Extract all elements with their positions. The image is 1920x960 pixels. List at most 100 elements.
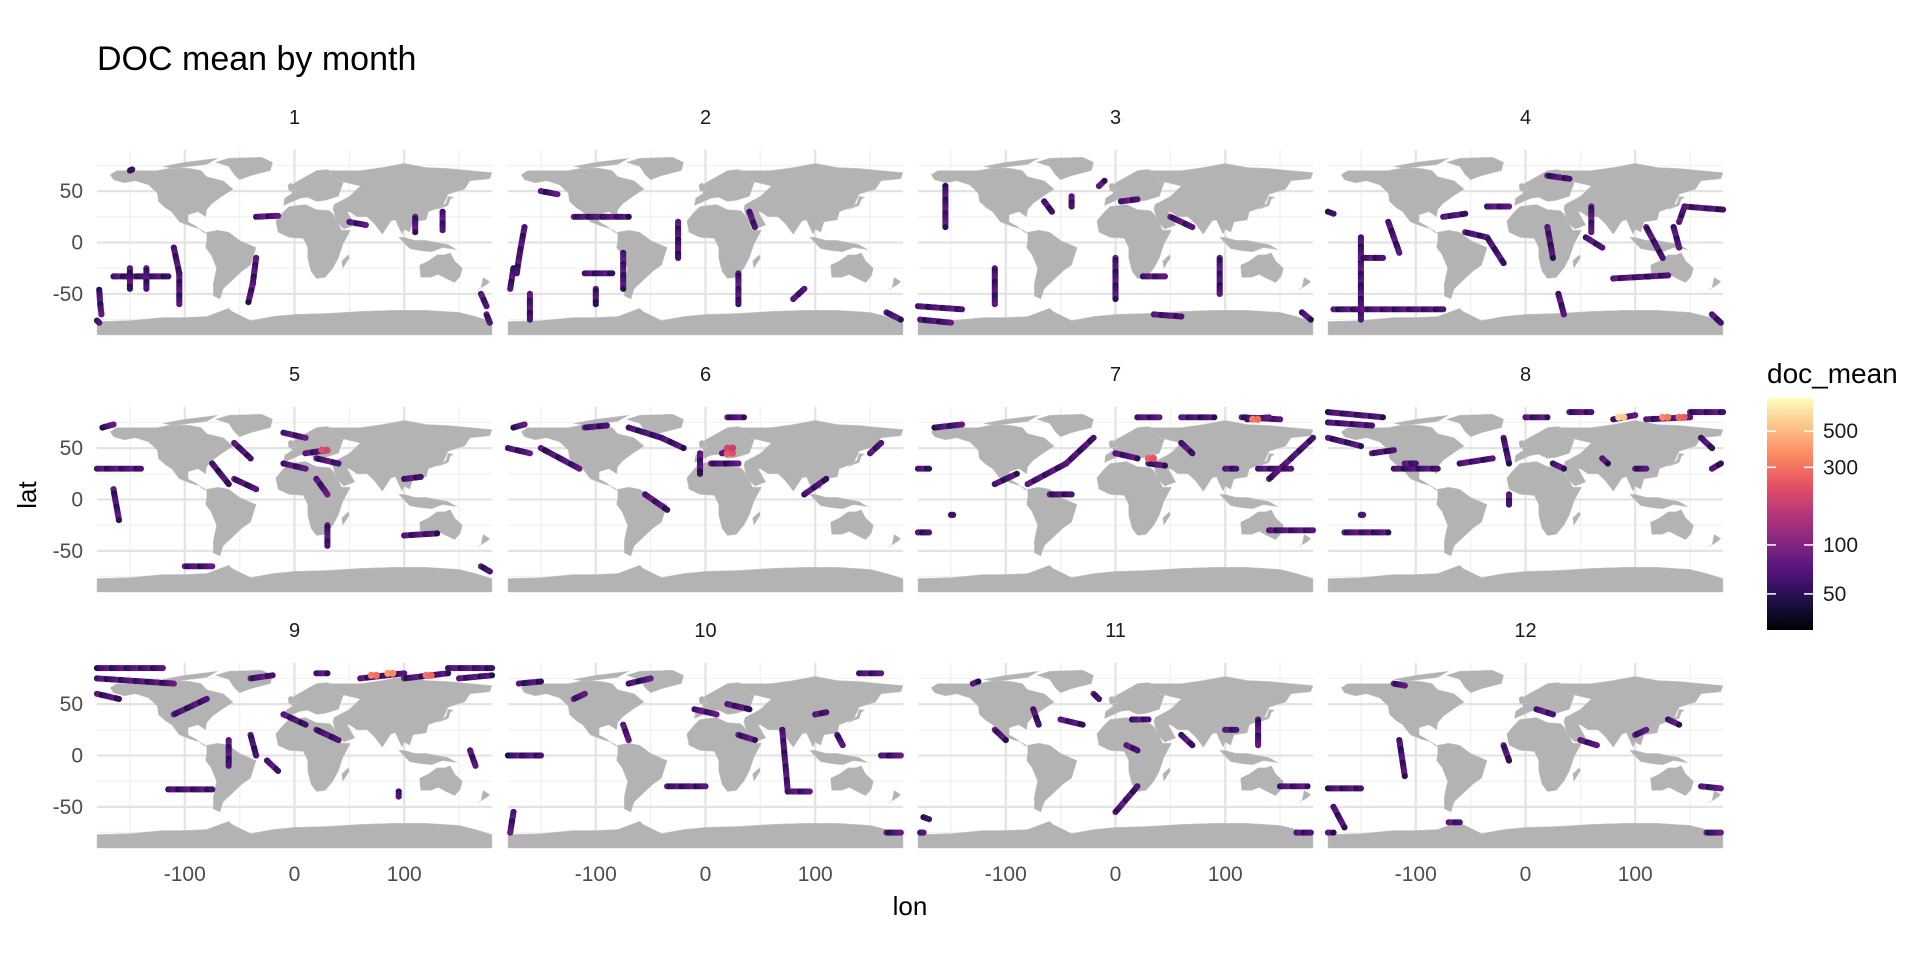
data-point [675, 254, 682, 261]
facet-panel-12: 12 -100 0 100 [1324, 620, 1724, 886]
land-polygon [96, 565, 493, 593]
data-point [958, 306, 966, 313]
data-point [1101, 177, 1108, 184]
x-tick-label: -100 [164, 863, 206, 886]
land-polygon [1108, 439, 1119, 449]
land-polygon [917, 565, 1314, 593]
land-polygon [1518, 439, 1529, 449]
data-point [1330, 210, 1337, 217]
data-point [823, 709, 830, 716]
facet-label: 4 [1520, 107, 1531, 129]
legend-label: 300 [1823, 456, 1858, 479]
land-polygon [1298, 789, 1312, 804]
land-polygon [752, 511, 761, 526]
data-point [1134, 747, 1141, 754]
data-point [1211, 414, 1218, 421]
data-point [335, 460, 342, 467]
data-point [740, 414, 748, 421]
land-polygon [1026, 742, 1078, 813]
data-point [1255, 742, 1262, 749]
land-polygon [930, 167, 1055, 235]
data-point [1035, 721, 1042, 728]
land-polygon [1445, 156, 1504, 181]
data-point [1717, 460, 1724, 467]
land-polygon [1257, 709, 1276, 723]
data-point [1717, 319, 1724, 326]
facet-label: 6 [700, 364, 711, 386]
data-point [1560, 311, 1567, 318]
facet-panel-2: 2 [507, 107, 904, 336]
data-point [401, 670, 408, 677]
data-point [1145, 716, 1152, 723]
land-polygon [1219, 237, 1279, 253]
x-tick-label: 0 [700, 863, 712, 886]
data-points [93, 665, 496, 800]
land-polygon [930, 680, 1055, 748]
data-point [664, 506, 671, 513]
data-point [1149, 454, 1157, 462]
data-point [1013, 470, 1020, 477]
land-polygon [287, 182, 298, 192]
data-point [592, 301, 599, 308]
data-point [1489, 455, 1496, 462]
data-point [947, 319, 955, 326]
land-polygon [1327, 565, 1724, 593]
basemap-land [917, 156, 1314, 336]
data-point [735, 301, 742, 308]
data-point [1680, 413, 1688, 421]
facet-panels: 1 -50 0 50 2 3 4 5 -50 0 50 6 7 8 9 -100 0 100 -50 0 50 10 -10… [53, 107, 1727, 886]
data-point [625, 213, 632, 220]
data-point [362, 221, 369, 229]
basemap-land [507, 156, 904, 336]
data-point [422, 671, 430, 679]
data-point [1708, 445, 1716, 452]
data-point [486, 568, 493, 575]
land-polygon [419, 252, 463, 283]
land-polygon [1708, 789, 1722, 804]
x-tick-label: -100 [575, 863, 617, 886]
land-polygon [436, 196, 455, 210]
x-tick-label: 100 [387, 863, 422, 886]
data-point [1288, 465, 1295, 472]
y-tick-label: 50 [60, 180, 83, 203]
data-point [1440, 306, 1447, 313]
data-point [576, 465, 583, 472]
land-polygon [1035, 413, 1094, 438]
land-polygon [888, 789, 902, 804]
land-polygon [1035, 156, 1094, 181]
data-point [486, 319, 493, 326]
data-point [1544, 414, 1551, 421]
land-polygon [1147, 420, 1314, 492]
data-point [1599, 244, 1606, 251]
data-point [1341, 824, 1348, 831]
land-polygon [1518, 695, 1529, 705]
data-points [93, 166, 493, 326]
data-point [1254, 415, 1262, 423]
data-point [1048, 208, 1055, 215]
land-polygon [573, 670, 629, 682]
data-point [507, 285, 514, 292]
data-point [1462, 210, 1469, 217]
land-polygon [1108, 182, 1119, 192]
land-polygon [275, 204, 351, 279]
data-points [917, 678, 1314, 836]
x-tick-label: 100 [1208, 863, 1243, 886]
land-polygon [1026, 486, 1078, 557]
land-polygon [109, 167, 234, 235]
land-polygon [1162, 767, 1171, 782]
data-point [1665, 272, 1672, 279]
data-points [504, 414, 885, 513]
data-point [1549, 254, 1556, 261]
land-polygon [1557, 163, 1724, 235]
data-point [384, 669, 392, 677]
y-tick-label: 50 [60, 437, 83, 460]
land-polygon [830, 509, 874, 540]
data-point [751, 224, 759, 231]
data-point [488, 672, 496, 679]
land-polygon [1147, 676, 1314, 748]
land-polygon [1219, 750, 1279, 766]
land-polygon [1393, 157, 1449, 169]
data-point [1664, 413, 1672, 421]
data-point [1549, 711, 1556, 718]
data-point [728, 449, 737, 457]
